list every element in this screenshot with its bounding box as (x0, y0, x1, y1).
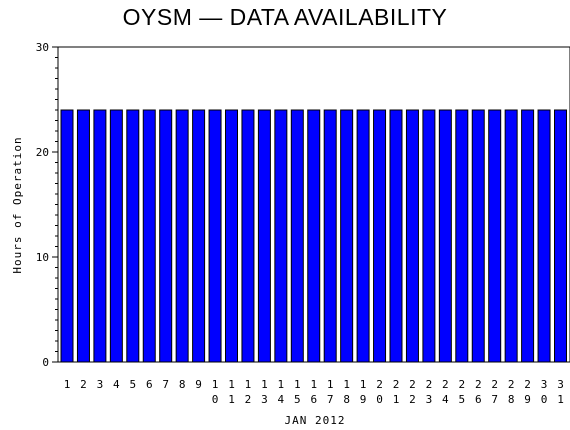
bar-day-12 (241, 109, 255, 363)
bar-day-21 (389, 109, 403, 363)
bar-day-6 (142, 109, 156, 363)
y-axis-label: Hours of Operation (11, 136, 24, 273)
bar-day-20 (373, 109, 387, 363)
bar-day-13 (257, 109, 271, 363)
bar-day-28 (504, 109, 518, 363)
y-tick-label: 20 (36, 146, 49, 159)
x-tick-label: 3 (97, 378, 104, 391)
y-tick-label: 10 (36, 251, 49, 264)
bar-day-30 (537, 109, 551, 363)
bar-day-23 (422, 109, 436, 363)
bar-day-16 (307, 109, 321, 363)
bar-day-29 (521, 109, 535, 363)
bars-layer (60, 109, 567, 363)
bar-day-18 (340, 109, 354, 363)
y-axis: 0 10 20 30 (36, 41, 58, 369)
bar-day-7 (159, 109, 173, 363)
bar-day-22 (405, 109, 419, 363)
bar-day-10 (208, 109, 222, 363)
x-tick-label: 2 (80, 378, 87, 391)
x-tick-label: 8 (179, 378, 186, 391)
x-tick-label: 7 (162, 378, 169, 391)
bar-day-4 (109, 109, 123, 363)
x-tick-label: 1 (64, 378, 71, 391)
bar-day-2 (76, 109, 90, 363)
x-axis: 1 2 3 4 5 6 7 8 9 1 01 11 21 31 41 51 61 71 81 92 02 12 22 32 42… (64, 378, 564, 406)
bar-day-9 (192, 109, 206, 363)
bar-day-11 (225, 109, 238, 363)
bar-day-24 (438, 109, 452, 363)
bar-day-25 (455, 109, 469, 363)
bar-day-1 (60, 109, 74, 363)
bar-day-5 (126, 109, 140, 363)
bar-day-19 (356, 109, 370, 363)
y-tick-label: 0 (42, 356, 49, 369)
bar-day-26 (471, 109, 485, 363)
bar-day-8 (175, 109, 189, 363)
bar-day-3 (93, 109, 107, 363)
bar-day-17 (323, 109, 337, 363)
x-tick-label: 5 (129, 378, 136, 391)
bar-day-15 (290, 109, 304, 363)
x-tick-label: 6 (146, 378, 153, 391)
x-tick-label: 9 (195, 378, 202, 391)
x-tick-label: 4 (113, 378, 120, 391)
bar-day-14 (274, 109, 288, 363)
x-axis-label: JAN 2012 (285, 414, 346, 427)
bar-day-27 (488, 109, 502, 363)
bar-day-31 (554, 109, 567, 363)
y-tick-label: 30 (36, 41, 49, 54)
chart-title: OYSM — DATA AVAILABILITY (122, 4, 448, 30)
